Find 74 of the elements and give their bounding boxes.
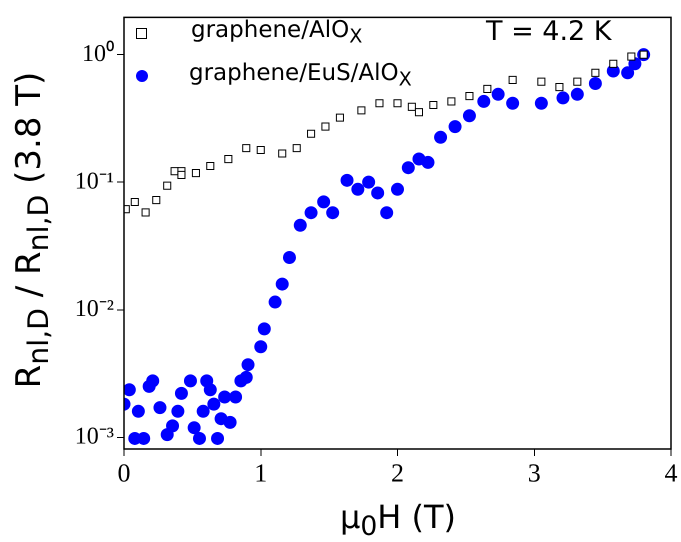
legend-label: graphene/EuS/AlO$_{X}$ [189,58,412,92]
point [171,404,184,418]
point [153,401,166,414]
y-tick-label: 10⁻³ [74,424,114,450]
point [393,99,402,108]
point [448,120,462,134]
point [556,91,570,104]
point [211,432,224,445]
point [229,390,242,404]
point [588,77,602,90]
point [462,109,476,122]
point [276,278,289,291]
point [174,386,188,400]
point [304,206,318,220]
point [207,398,220,411]
point [254,340,268,354]
point [402,161,415,174]
point [573,78,582,86]
point [268,296,282,309]
point [534,96,548,110]
point [570,88,584,101]
point [242,358,255,372]
y-tick-label: 10⁻¹ [74,168,114,195]
point [391,182,404,196]
point [434,130,448,144]
point [240,370,253,384]
point [609,60,618,68]
x-tick-label: 3 [528,458,541,488]
x-axis-title: μ$_{0}$H (T) [340,498,456,542]
point [146,374,160,388]
point [124,383,136,396]
point [351,182,364,196]
point [326,206,340,220]
point [537,78,546,86]
point [477,94,490,108]
point [204,383,217,396]
x-tick-label: 0 [118,458,130,488]
point [362,176,376,189]
point [188,421,201,434]
x-tick-label: 4 [664,458,678,488]
point [591,68,600,77]
x-tick-label: 2 [391,458,404,488]
x-tick-label: 1 [254,458,268,488]
point [166,419,180,432]
point [317,195,330,208]
annotation: T = 4.2 K [486,16,612,47]
point [307,130,316,138]
y-tick-label: 10⁰ [82,40,114,67]
point [336,114,344,122]
point [357,106,366,114]
point [177,170,186,180]
point [196,404,210,418]
point [380,206,394,220]
point [224,416,237,429]
point [132,404,145,418]
point [421,156,434,169]
point [506,96,520,110]
point [192,432,206,445]
point [340,174,354,187]
point [621,66,634,80]
point [137,432,150,445]
point [218,390,232,404]
legend-label: graphene/AlO$_{X}$ [191,16,362,50]
point [258,322,271,336]
point [163,182,172,190]
point [184,374,197,388]
y-tick-label: 10⁻² [74,296,114,322]
point [282,250,296,264]
point [242,144,250,152]
point [627,52,636,61]
point [292,144,301,152]
point [371,186,384,200]
point [294,218,307,232]
point [492,88,505,101]
